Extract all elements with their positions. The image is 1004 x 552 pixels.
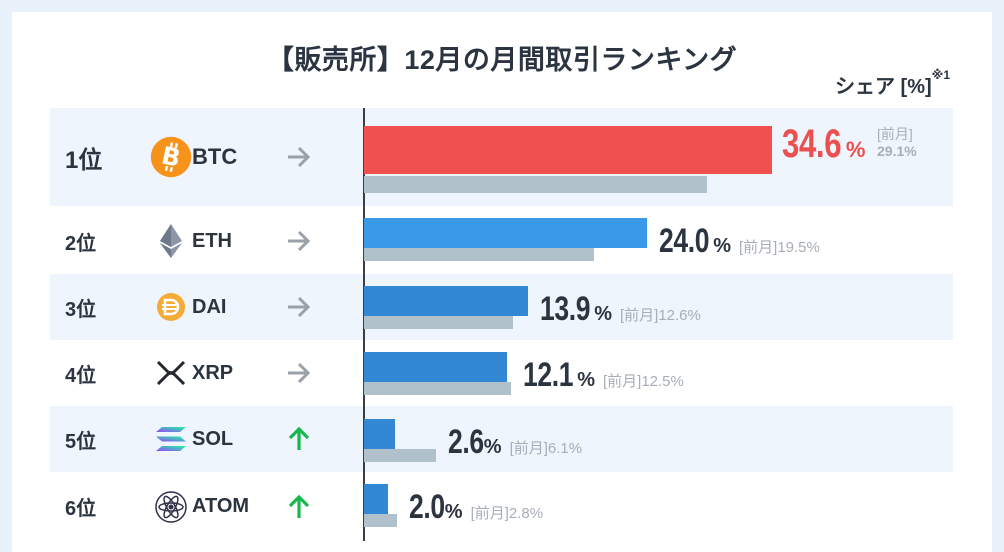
percent-sign: %	[713, 235, 731, 257]
ranking-row-eth: 2位 ETH	[50, 208, 953, 274]
current-value: 2.6	[448, 423, 484, 461]
bar-previous-btc	[364, 176, 707, 193]
chart-title: 【販売所】12月の月間取引ランキング	[266, 45, 738, 75]
ranking-row-xrp: 4位 XRP	[50, 340, 953, 406]
rank-label: 4位	[65, 364, 97, 387]
coin-symbol: SOL	[192, 427, 234, 450]
current-value: 12.1	[523, 356, 574, 394]
arrow-right-icon	[283, 274, 315, 340]
coin-symbol: DAI	[192, 295, 227, 318]
bar-previous-xrp	[364, 382, 511, 395]
percent-sign: %	[594, 303, 612, 325]
percent-sign: %	[577, 369, 595, 391]
bar-current-sol	[364, 419, 395, 449]
arrow-up-icon	[283, 472, 315, 541]
previous-value: [前月]2.8%	[470, 505, 544, 522]
unit-label: シェア [%]※1	[834, 68, 950, 98]
bitcoin-icon: B	[150, 108, 192, 206]
rank-label: 3位	[65, 298, 97, 321]
rank-label: 1位	[65, 146, 103, 174]
previous-value: [前月]12.5%	[602, 373, 684, 390]
value-label-sol: 2.6% [前月]6.1%	[448, 423, 582, 462]
xrp-icon	[150, 340, 192, 406]
cosmos-icon	[150, 472, 192, 541]
percent-sign: %	[845, 137, 866, 162]
current-value: 34.6	[782, 122, 842, 166]
current-value: 24.0	[659, 222, 710, 260]
coin-symbol: XRP	[192, 361, 234, 384]
ranking-row-sol: 5位 SOL	[50, 406, 953, 472]
arrow-right-icon	[283, 108, 315, 206]
bar-previous-dai	[364, 316, 513, 329]
percent-sign: %	[444, 501, 463, 523]
rank-label: 5位	[65, 430, 97, 453]
value-label-atom: 2.0% [前月]2.8%	[409, 488, 543, 527]
solana-icon	[150, 406, 192, 472]
bar-previous-sol	[364, 449, 436, 462]
svg-text:B: B	[159, 141, 183, 172]
bar-current-btc	[364, 126, 772, 174]
percent-sign: %	[483, 436, 502, 458]
bar-previous-atom	[364, 514, 397, 527]
current-value: 13.9	[540, 290, 591, 328]
previous-value: 29.1%	[877, 143, 917, 159]
rank-label: 6位	[65, 498, 97, 520]
coin-symbol: BTC	[192, 144, 238, 169]
dai-icon	[150, 274, 192, 340]
coin-symbol: ETH	[192, 229, 232, 252]
previous-value: [前月]19.5%	[738, 239, 820, 256]
value-label-xrp: 12.1% [前月]12.5%	[523, 356, 684, 395]
value-label-btc: 34.6%	[782, 122, 865, 167]
coin-symbol: ATOM	[192, 495, 250, 517]
bar-previous-eth	[364, 248, 594, 261]
value-label-eth: 24.0% [前月]19.5%	[659, 222, 820, 261]
previous-value: [前月]6.1%	[509, 440, 583, 457]
value-label-dai: 13.9% [前月]12.6%	[540, 290, 701, 329]
arrow-right-icon	[283, 340, 315, 406]
previous-value: [前月]12.6%	[619, 307, 701, 324]
previous-value-btc: [前月] 29.1%	[877, 126, 917, 160]
arrow-up-icon	[283, 406, 315, 472]
rank-label: 2位	[65, 232, 97, 255]
bar-current-xrp	[364, 352, 507, 382]
arrow-right-icon	[283, 208, 315, 274]
previous-label: [前月]	[877, 126, 913, 142]
bar-current-atom	[364, 484, 388, 514]
current-value: 2.0	[409, 488, 445, 526]
ranking-row-atom: 6位 ATOM	[50, 472, 953, 541]
bar-current-dai	[364, 286, 528, 316]
unit-note: ※1	[931, 68, 950, 82]
ethereum-icon	[150, 208, 192, 274]
bar-current-eth	[364, 218, 647, 248]
